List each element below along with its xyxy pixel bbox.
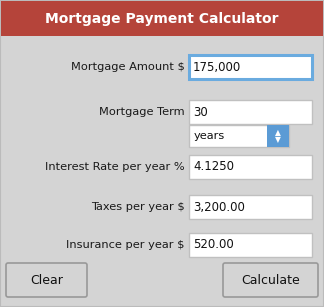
Text: ▲: ▲ [275,128,281,137]
FancyBboxPatch shape [189,55,312,79]
FancyBboxPatch shape [189,125,289,147]
FancyBboxPatch shape [189,155,312,179]
FancyBboxPatch shape [189,100,312,124]
FancyBboxPatch shape [189,195,312,219]
FancyBboxPatch shape [223,263,318,297]
Text: 520.00: 520.00 [193,239,234,251]
Text: Mortgage Term: Mortgage Term [99,107,185,117]
Text: years: years [194,131,225,141]
Text: Insurance per year $: Insurance per year $ [66,240,185,250]
Text: Taxes per year $: Taxes per year $ [91,202,185,212]
Text: 3,200.00: 3,200.00 [193,200,245,213]
FancyBboxPatch shape [189,233,312,257]
Text: 30: 30 [193,106,208,119]
Text: ▼: ▼ [275,135,281,144]
Text: Mortgage Amount $: Mortgage Amount $ [71,62,185,72]
FancyBboxPatch shape [1,1,323,36]
Text: 4.1250: 4.1250 [193,161,234,173]
FancyBboxPatch shape [6,263,87,297]
Text: Mortgage Payment Calculator: Mortgage Payment Calculator [45,12,279,26]
FancyBboxPatch shape [267,125,289,147]
Text: Interest Rate per year %: Interest Rate per year % [45,162,185,172]
Text: Calculate: Calculate [241,274,300,286]
Text: 175,000: 175,000 [193,60,241,73]
Text: Clear: Clear [30,274,63,286]
